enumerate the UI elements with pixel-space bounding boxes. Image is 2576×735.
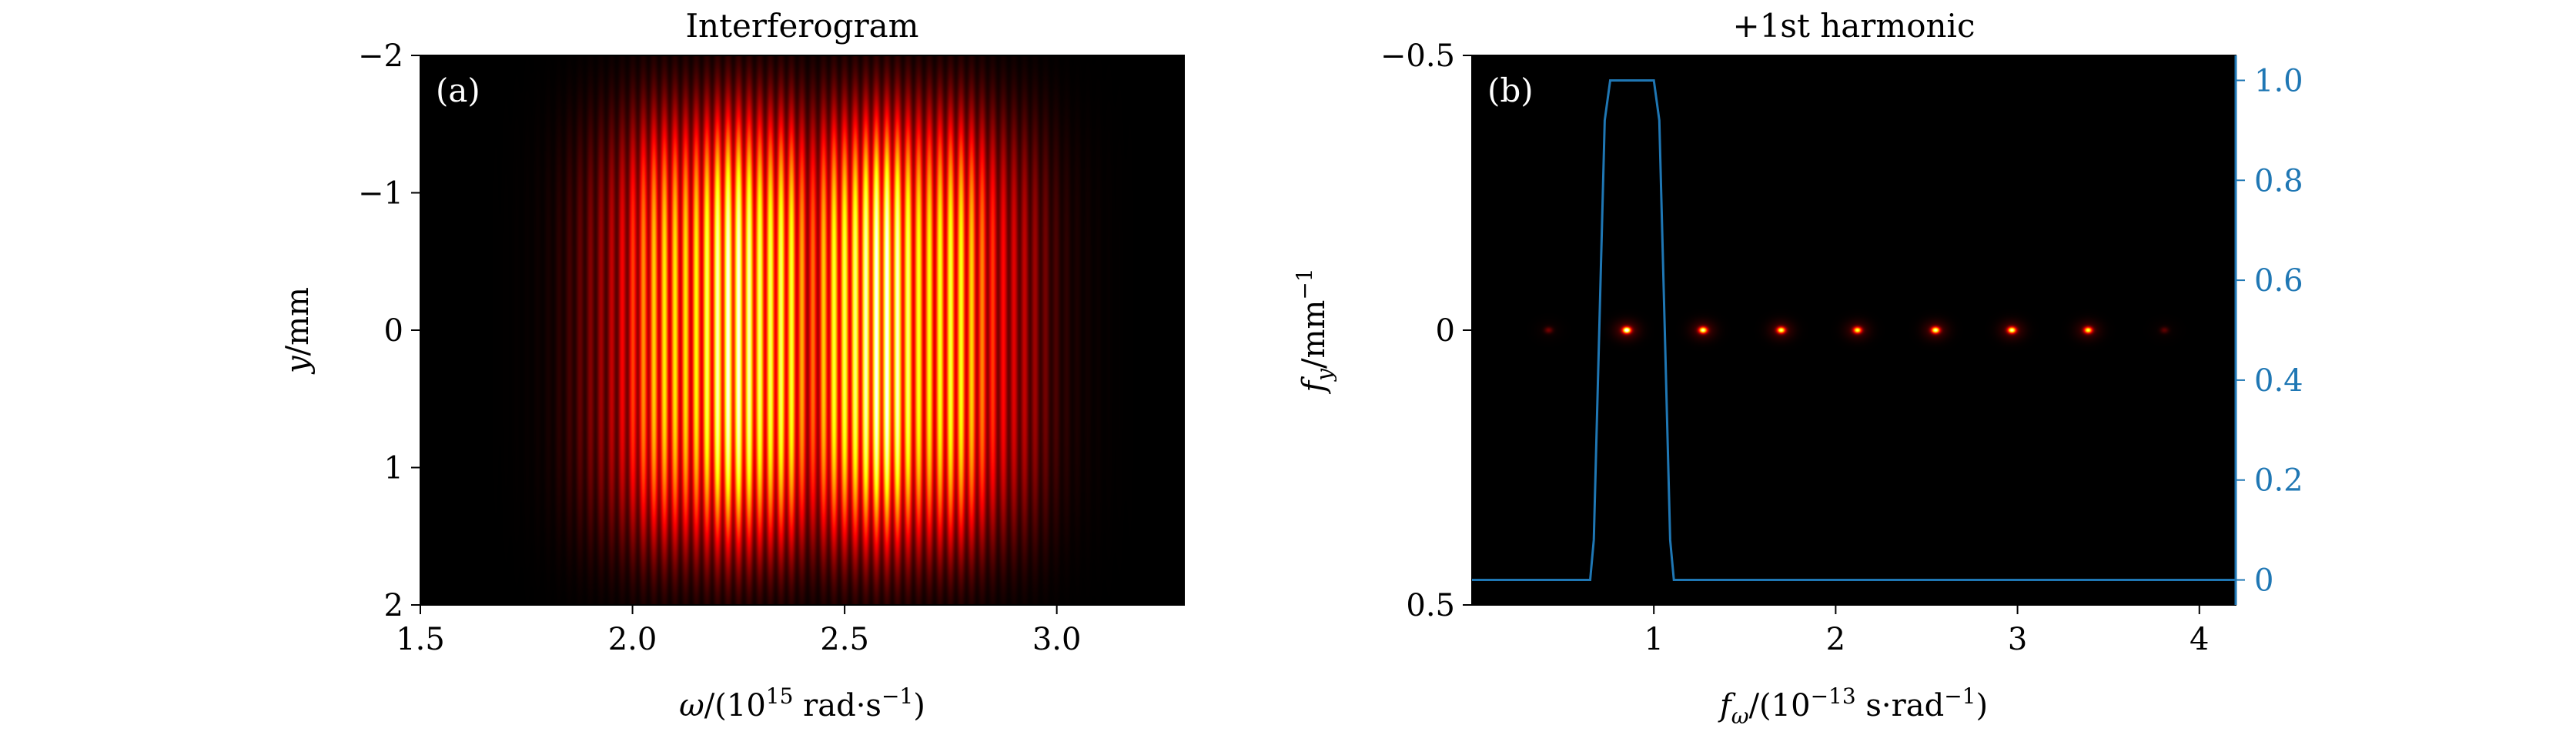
panel-a-x-tick-label: 3.0 (1032, 622, 1082, 657)
panel-b-x-tick-label: 4 (2190, 622, 2209, 657)
panel-a-y-tick-label: 0 (384, 313, 403, 349)
harmonic-heatmap (1472, 55, 2236, 605)
panel-b-right-tick-label: 0.8 (2254, 163, 2303, 199)
panel-b-right-tick-label: 0 (2254, 563, 2273, 599)
panel-b-y-tick-label: 0.5 (1406, 588, 1455, 623)
panel-a-y-tick-label: −1 (358, 176, 403, 212)
panel-a-title: Interferogram (685, 7, 918, 45)
panel-b-right-tick-label: 0.6 (2254, 263, 2303, 299)
panel-b-x-tick-label: 2 (1826, 622, 1845, 657)
panel-b-x-ticks: 1 2 3 4 (1644, 605, 2209, 657)
filter-window-line (1472, 79, 2236, 581)
panel-a-x-axis-label: ω/(1015 rad·s−1) (679, 683, 925, 723)
panel-a-x-ticks: 1.5 2.0 2.5 3.0 (396, 605, 1081, 657)
panel-a-y-tick-label: 1 (384, 451, 403, 486)
panel-b-title: +1st harmonic (1733, 7, 1975, 45)
panel-a-label: (a) (436, 72, 480, 109)
panel-a-y-tick-label: 2 (384, 588, 403, 623)
panel-b-right-tick-label: 0.4 (2254, 363, 2303, 399)
panel-b-y-axis-label: fy/mm−1 (1292, 268, 1337, 394)
panel-a-x-tick-label: 2.0 (608, 622, 657, 657)
panel-b-x-tick-label: 3 (2008, 622, 2027, 657)
panel-a-y-axis-label: y/mm (280, 287, 316, 375)
panel-b-right-y-ticks: 0 0.2 0.4 0.6 0.8 1.0 (2236, 63, 2303, 599)
panel-b-x-tick-label: 1 (1644, 622, 1663, 657)
panel-b-right-tick-label: 0.2 (2254, 463, 2303, 499)
panel-b-right-tick-label: 1.0 (2254, 63, 2303, 99)
panel-b-label: (b) (1487, 72, 1534, 109)
panel-a-x-tick-label: 2.5 (820, 622, 869, 657)
panel-a-x-tick-label: 1.5 (396, 622, 445, 657)
panel-b-y-tick-label: 0 (1436, 313, 1455, 349)
panel-b-y-tick-label: −0.5 (1380, 38, 1455, 74)
panel-a: (a) Interferogram 1.5 2.0 2.5 3.0 −2 −1 0 1 2 ω… (280, 7, 1185, 723)
panel-b-x-axis-label: fω/(10−13 s·rad−1) (1718, 683, 1988, 729)
interferogram-heatmap (420, 55, 1184, 605)
panel-b-y-ticks: −0.5 0 0.5 (1380, 38, 1472, 623)
panel-a-y-ticks: −2 −1 0 1 2 (358, 38, 420, 623)
panel-a-y-tick-label: −2 (358, 38, 403, 74)
